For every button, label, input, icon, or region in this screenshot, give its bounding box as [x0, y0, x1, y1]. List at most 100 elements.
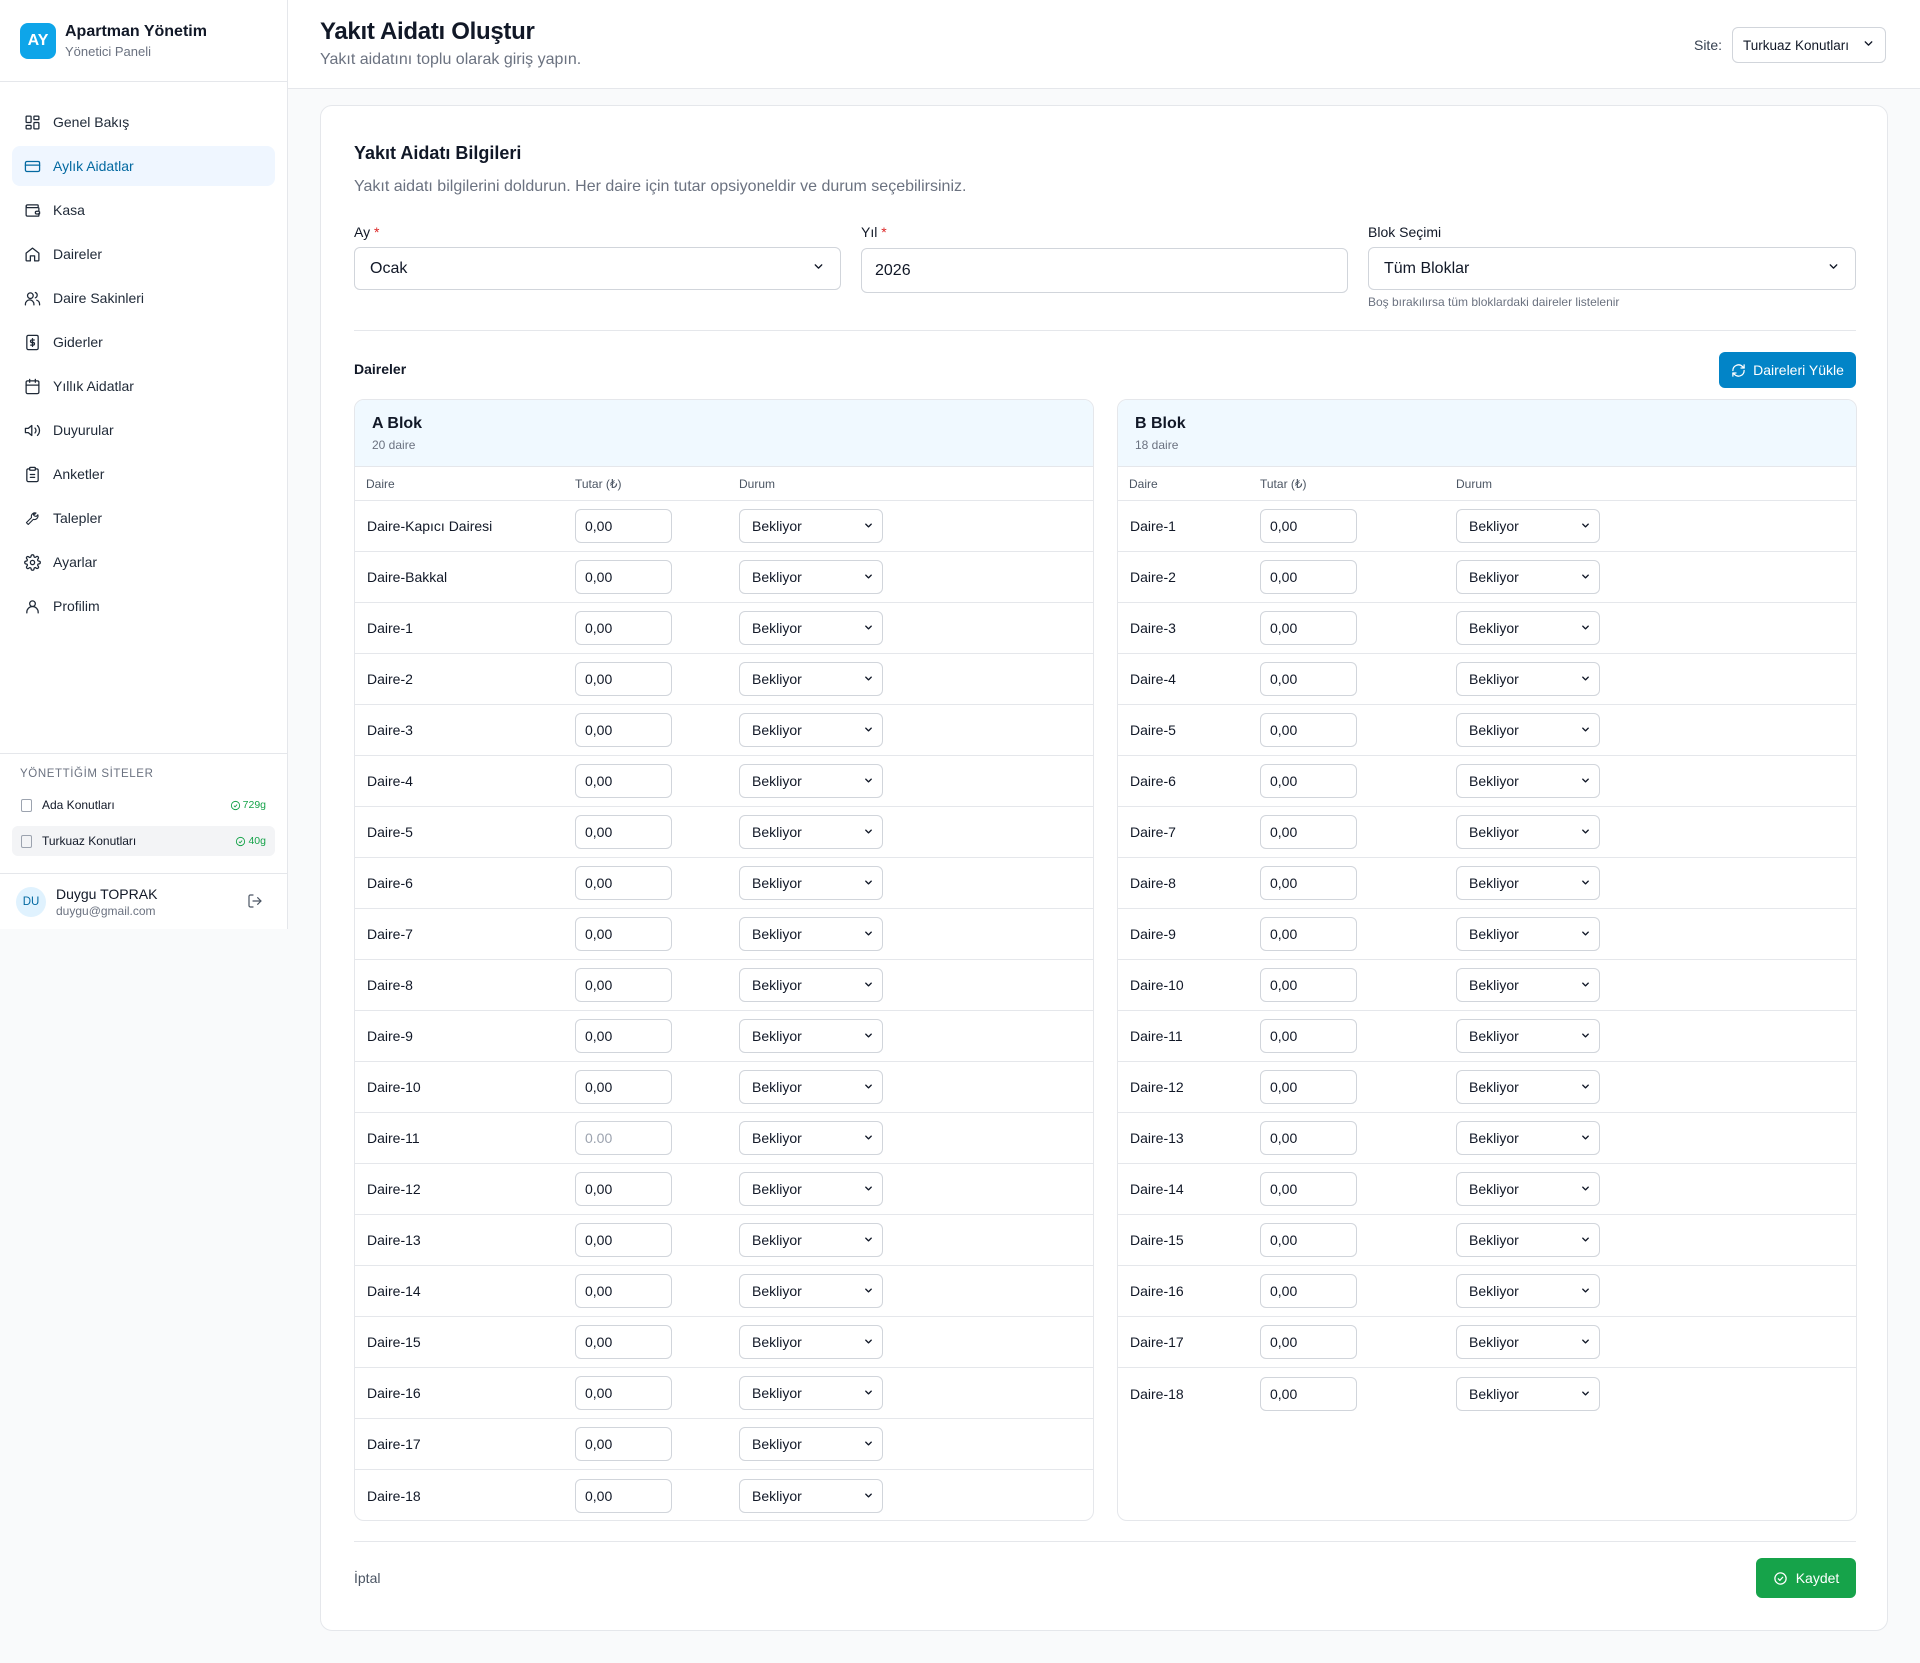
status-select[interactable]: Bekliyor — [1456, 1070, 1600, 1104]
sidebar-item-daireler[interactable]: Daireler — [12, 234, 275, 274]
amount-input[interactable]: 0,00 — [1260, 1376, 1357, 1411]
amount-input[interactable]: 0,00 — [575, 509, 672, 543]
amount-input[interactable]: 0,00 — [575, 1376, 672, 1410]
amount-input[interactable]: 0,00 — [575, 1019, 672, 1053]
amount-input[interactable]: 0,00 — [1260, 1223, 1357, 1257]
amount-input[interactable]: 0.00 — [575, 1121, 672, 1155]
load-apartments-button[interactable]: Daireleri Yükle — [1719, 352, 1856, 388]
amount-input[interactable]: 0,00 — [575, 1223, 672, 1257]
status-select[interactable]: Bekliyor — [1456, 1325, 1600, 1359]
status-select[interactable]: Bekliyor — [739, 968, 883, 1002]
amount-input[interactable]: 0,00 — [575, 1427, 672, 1461]
amount-input[interactable]: 0,00 — [1260, 764, 1357, 798]
status-select[interactable]: Bekliyor — [739, 815, 883, 849]
amount-input[interactable]: 0,00 — [1260, 968, 1357, 1002]
amount-input[interactable]: 0,00 — [1260, 611, 1357, 645]
save-button[interactable]: Kaydet — [1756, 1558, 1856, 1598]
amount-input[interactable]: 0,00 — [1260, 1325, 1357, 1359]
status-select[interactable]: Bekliyor — [739, 1223, 883, 1257]
sidebar-item-ayarlar[interactable]: Ayarlar — [12, 542, 275, 582]
amount-input[interactable]: 0,00 — [575, 560, 672, 594]
status-select[interactable]: Bekliyor — [739, 1376, 883, 1410]
status-select[interactable]: Bekliyor — [739, 713, 883, 747]
amount-input[interactable]: 0,00 — [1260, 1070, 1357, 1104]
amount-input[interactable]: 0,00 — [1260, 713, 1357, 747]
status-select[interactable]: Bekliyor — [739, 662, 883, 696]
status-select[interactable]: Bekliyor — [1456, 917, 1600, 951]
status-select[interactable]: Bekliyor — [739, 1019, 883, 1053]
amount-input[interactable]: 0,00 — [575, 1325, 672, 1359]
amount-input[interactable]: 0,00 — [1260, 917, 1357, 951]
status-select[interactable]: Bekliyor — [1456, 611, 1600, 645]
amount-input[interactable]: 0,00 — [575, 866, 672, 900]
amount-input[interactable]: 0,00 — [1260, 866, 1357, 900]
amount-input[interactable]: 0,00 — [575, 917, 672, 951]
status-select[interactable]: Bekliyor — [739, 1325, 883, 1359]
status-select[interactable]: Bekliyor — [1456, 968, 1600, 1002]
site-item[interactable]: Ada Konutları 729g — [12, 790, 275, 820]
sidebar-item-label: Genel Bakış — [53, 114, 130, 130]
status-select[interactable]: Bekliyor — [1456, 560, 1600, 594]
status-select[interactable]: Bekliyor — [739, 1172, 883, 1206]
amount-input[interactable]: 0,00 — [1260, 509, 1357, 543]
sidebar-item-duyurular[interactable]: Duyurular — [12, 410, 275, 450]
status-select[interactable]: Bekliyor — [739, 560, 883, 594]
status-select[interactable]: Bekliyor — [1456, 1274, 1600, 1308]
amount-input[interactable]: 0,00 — [1260, 1172, 1357, 1206]
status-select[interactable]: Bekliyor — [739, 1427, 883, 1461]
sidebar-item-genel-bakış[interactable]: Genel Bakış — [12, 102, 275, 142]
amount-input[interactable]: 0,00 — [575, 713, 672, 747]
logout-icon[interactable] — [247, 893, 265, 911]
status-select[interactable]: Bekliyor — [1456, 866, 1600, 900]
sidebar-item-profilim[interactable]: Profilim — [12, 586, 275, 626]
sidebar-item-giderler[interactable]: Giderler — [12, 322, 275, 362]
amount-input[interactable]: 0,00 — [575, 1172, 672, 1206]
sidebar-item-label: Daire Sakinleri — [53, 290, 145, 306]
status-select[interactable]: Bekliyor — [1456, 713, 1600, 747]
month-select[interactable]: Ocak — [354, 247, 841, 290]
status-select[interactable]: Bekliyor — [1456, 1376, 1600, 1411]
status-select[interactable]: Bekliyor — [739, 611, 883, 645]
status-select[interactable]: Bekliyor — [739, 1121, 883, 1155]
amount-input[interactable]: 0,00 — [575, 815, 672, 849]
amount-input[interactable]: 0,00 — [575, 1274, 672, 1308]
amount-input[interactable]: 0,00 — [1260, 662, 1357, 696]
status-select[interactable]: Bekliyor — [1456, 1121, 1600, 1155]
status-select[interactable]: Bekliyor — [1456, 815, 1600, 849]
status-select[interactable]: Bekliyor — [1456, 764, 1600, 798]
status-select[interactable]: Bekliyor — [1456, 1172, 1600, 1206]
amount-input[interactable]: 0,00 — [1260, 560, 1357, 594]
status-select[interactable]: Bekliyor — [739, 764, 883, 798]
status-select[interactable]: Bekliyor — [739, 1478, 883, 1513]
status-select[interactable]: Bekliyor — [1456, 1223, 1600, 1257]
status-select[interactable]: Bekliyor — [739, 866, 883, 900]
amount-input[interactable]: 0,00 — [1260, 1019, 1357, 1053]
year-input[interactable]: 2026 — [861, 248, 1348, 293]
amount-input[interactable]: 0,00 — [575, 1070, 672, 1104]
site-select[interactable]: Turkuaz Konutları — [1732, 27, 1886, 63]
amount-input[interactable]: 0,00 — [575, 611, 672, 645]
amount-input[interactable]: 0,00 — [575, 662, 672, 696]
sidebar-item-talepler[interactable]: Talepler — [12, 498, 275, 538]
status-select[interactable]: Bekliyor — [739, 1274, 883, 1308]
sidebar-item-anketler[interactable]: Anketler — [12, 454, 275, 494]
amount-input[interactable]: 0,00 — [575, 764, 672, 798]
status-select[interactable]: Bekliyor — [1456, 662, 1600, 696]
amount-input[interactable]: 0,00 — [1260, 815, 1357, 849]
sidebar-item-daire-sakinleri[interactable]: Daire Sakinleri — [12, 278, 275, 318]
sidebar-item-kasa[interactable]: Kasa — [12, 190, 275, 230]
amount-input[interactable]: 0,00 — [1260, 1274, 1357, 1308]
status-select[interactable]: Bekliyor — [1456, 1019, 1600, 1053]
status-select[interactable]: Bekliyor — [739, 509, 883, 543]
amount-input[interactable]: 0,00 — [1260, 1121, 1357, 1155]
status-select[interactable]: Bekliyor — [1456, 509, 1600, 543]
block-select[interactable]: Tüm Bloklar — [1368, 247, 1856, 290]
amount-input[interactable]: 0,00 — [575, 1478, 672, 1513]
site-item[interactable]: Turkuaz Konutları 40g — [12, 826, 275, 856]
sidebar-item-yıllık-aidatlar[interactable]: Yıllık Aidatlar — [12, 366, 275, 406]
sidebar-item-aylık-aidatlar[interactable]: Aylık Aidatlar — [12, 146, 275, 186]
status-select[interactable]: Bekliyor — [739, 917, 883, 951]
status-select[interactable]: Bekliyor — [739, 1070, 883, 1104]
cancel-button[interactable]: İptal — [354, 1570, 381, 1586]
amount-input[interactable]: 0,00 — [575, 968, 672, 1002]
